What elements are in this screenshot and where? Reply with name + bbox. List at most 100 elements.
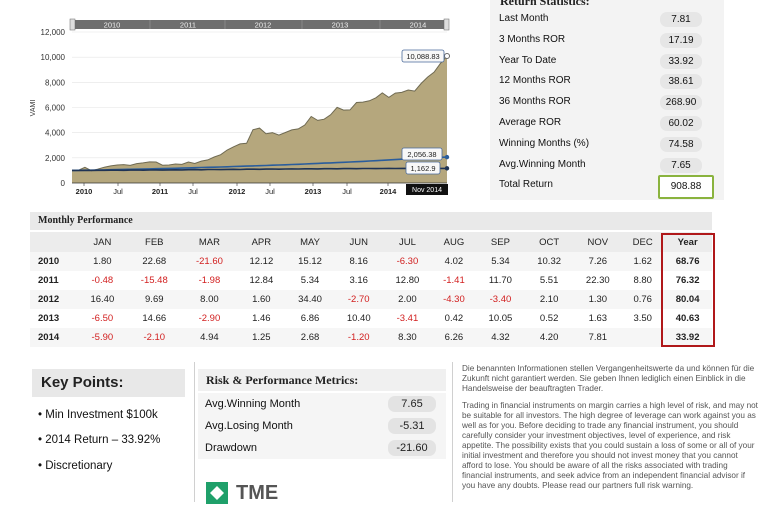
- month-cell: 4.20: [524, 328, 574, 347]
- month-cell: 1.25: [237, 328, 286, 347]
- year-label: 2013: [38, 313, 60, 324]
- x-tick-label: Jul: [265, 187, 275, 196]
- stat-label: Total Return: [499, 179, 553, 191]
- risk-row: Avg.Losing Month -5.31: [198, 415, 446, 437]
- year-column-highlight: [661, 233, 715, 347]
- risk-label: Avg.Winning Month: [205, 398, 301, 410]
- disclaimer-risk-warning: Trading in financial instruments on marg…: [462, 401, 758, 490]
- month-cell: 12.80: [395, 275, 420, 286]
- month-cell: 3.16: [349, 275, 368, 286]
- risk-value: -5.31: [388, 418, 436, 434]
- column-header: AUG: [431, 232, 477, 252]
- stat-row: 12 Months ROR 38.61: [490, 72, 724, 92]
- key-point-item: • Min Investment $100k: [38, 409, 158, 421]
- column-header: [30, 232, 78, 252]
- monthly-performance-panel: Monthly Performance JAN FEB MAR APR MAY JUN JU…: [30, 212, 712, 348]
- column-header: JUL: [383, 232, 432, 252]
- month-cell: 1.46: [252, 313, 271, 324]
- column-header: DEC: [622, 232, 664, 252]
- month-cell: 10.40: [346, 313, 371, 324]
- month-cell: 2.68: [285, 328, 335, 347]
- end-value-label: 2,056.38: [407, 150, 436, 159]
- month-cell: -15.48: [140, 275, 168, 286]
- month-cell: 15.12: [285, 252, 335, 271]
- navigator-year-label: 2010: [104, 21, 121, 30]
- month-cell: -21.60: [181, 252, 237, 271]
- table-header-row: JAN FEB MAR APR MAY JUN JUL AUG SEP OCT NOV DEC Year: [30, 232, 712, 252]
- x-tick-label: Jul: [113, 187, 123, 196]
- month-cell: -6.30: [383, 252, 432, 271]
- navigator-bar: [72, 20, 447, 29]
- vami-end-point: [444, 53, 450, 60]
- vami-line: [71, 55, 448, 172]
- tme-logo: TME: [206, 480, 306, 506]
- month-cell: -6.50: [91, 313, 114, 324]
- month-cell: -1.98: [198, 275, 221, 286]
- stat-value: 60.02: [660, 116, 702, 131]
- key-point-text: 2014 Return – 33.92%: [45, 434, 161, 446]
- month-cell: 22.68: [126, 252, 182, 271]
- month-cell: 16.40: [78, 290, 127, 309]
- key-point-text: Discretionary: [45, 460, 113, 472]
- logo-diamond-icon: [206, 482, 228, 504]
- month-cell: 34.40: [285, 290, 335, 309]
- month-cell: -2.90: [198, 313, 221, 324]
- year-label: 2012: [30, 290, 78, 309]
- month-cell: 1.62: [622, 252, 664, 271]
- month-cell: 8.16: [334, 252, 384, 271]
- x-tick-label: 2013: [305, 187, 322, 196]
- risk-label: Avg.Losing Month: [205, 420, 293, 432]
- table-row: 2013 -6.50 14.66 -2.90 1.46 6.86 10.40 -3.41 0.4…: [30, 309, 712, 328]
- month-cell: -0.48: [91, 275, 114, 286]
- risk-label: Drawdown: [205, 442, 257, 454]
- benchmark1-end-point: [444, 154, 450, 160]
- month-cell: 6.86: [300, 313, 320, 324]
- key-point-item: • Discretionary: [38, 460, 113, 472]
- x-tick-label: 2012: [229, 187, 246, 196]
- x-tick-label: Jul: [342, 187, 352, 196]
- column-header: APR: [237, 232, 286, 252]
- end-value-label-box: [401, 49, 445, 63]
- month-cell: 22.30: [585, 275, 610, 286]
- end-value-label-box: [405, 161, 441, 175]
- x-tick-label: Jul: [188, 187, 198, 196]
- disclaimer: Die benannten Informationen stellen Verg…: [462, 364, 758, 498]
- month-cell: -2.10: [126, 328, 182, 347]
- end-value-label-box: [401, 147, 443, 161]
- stat-label: Avg.Winning Month: [499, 158, 586, 170]
- x-tick-label: 2014: [380, 187, 398, 196]
- stat-row: Total Return 908.88: [490, 175, 724, 200]
- month-cell: 0.52: [539, 313, 559, 324]
- risk-value: 7.65: [388, 396, 436, 412]
- month-cell: 14.66: [142, 313, 167, 324]
- month-cell: -2.70: [334, 290, 384, 309]
- stat-label: Last Month: [499, 13, 549, 24]
- current-date-box: [406, 184, 448, 195]
- y-tick-label: 6,000: [45, 104, 66, 113]
- navigator-year-label: 2012: [255, 21, 272, 30]
- stat-label: Winning Months (%): [499, 137, 590, 149]
- month-cell: 4.02: [431, 252, 477, 271]
- benchmark-line-2: [71, 167, 447, 172]
- column-header: SEP: [476, 232, 525, 252]
- navigator-year-label: 2014: [410, 21, 427, 30]
- stat-label: 3 Months ROR: [499, 33, 566, 45]
- table-row: 2012 16.40 9.69 8.00 1.60 34.40 -2.70 2.00 -4.30…: [30, 290, 712, 309]
- y-tick-label: 10,000: [41, 53, 66, 62]
- month-cell: 4.94: [181, 328, 237, 347]
- y-tick-label: 2,000: [45, 154, 66, 163]
- year-total-cell: 68.76: [663, 252, 712, 271]
- stat-label: 12 Months ROR: [499, 75, 571, 87]
- month-cell: 8.00: [181, 290, 237, 309]
- stat-row: Avg.Winning Month 7.65: [490, 156, 724, 176]
- month-cell: 2.00: [383, 290, 432, 309]
- monthly-performance-title: Monthly Performance: [30, 212, 712, 230]
- column-header: JUN: [334, 232, 384, 252]
- table-row: 2014 -5.90 -2.10 4.94 1.25 2.68 -1.20 8.30 6.26 4…: [30, 328, 712, 347]
- divider: [194, 362, 195, 502]
- table-row: 2011 -0.48 -15.48 -1.98 12.84 5.34 3.16 12.80 -1…: [30, 271, 712, 290]
- logo-text: TME: [236, 482, 279, 504]
- month-cell: 1.30: [573, 290, 623, 309]
- month-cell: -5.90: [78, 328, 127, 347]
- navigator-handle-left: [69, 18, 76, 31]
